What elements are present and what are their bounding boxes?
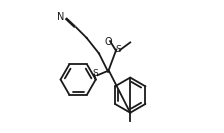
Text: S: S — [115, 45, 121, 54]
Text: S: S — [93, 69, 99, 78]
Text: N: N — [57, 12, 65, 22]
Text: O: O — [104, 37, 112, 47]
